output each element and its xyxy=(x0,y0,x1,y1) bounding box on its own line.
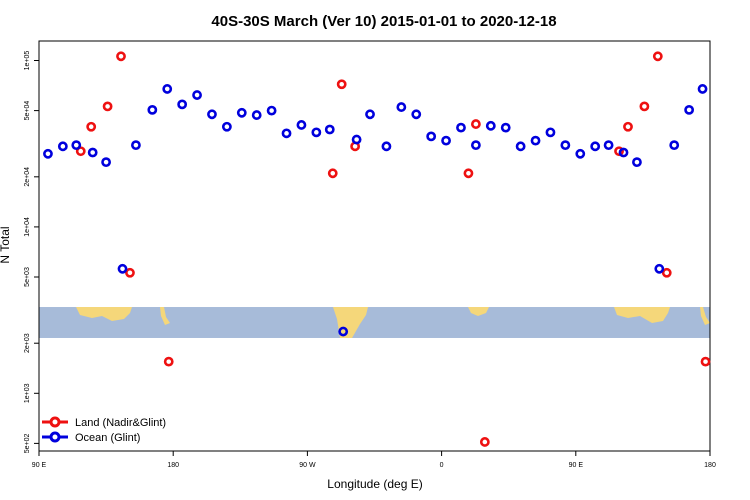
ocean-point xyxy=(545,127,556,138)
land-point xyxy=(125,267,135,278)
ocean-point xyxy=(381,141,392,152)
ocean-point xyxy=(575,148,586,159)
legend-marker-ocean xyxy=(49,431,61,443)
ocean-point xyxy=(147,104,158,115)
ocean-point xyxy=(669,140,680,151)
land-point xyxy=(623,121,633,132)
x-tick-label: 180 xyxy=(167,462,179,469)
ocean-point xyxy=(603,140,614,151)
map-land xyxy=(333,307,368,338)
y-tick-label: 1e+04 xyxy=(24,217,31,237)
ocean-point xyxy=(281,128,292,139)
ocean-point xyxy=(485,120,496,131)
ocean-point xyxy=(456,122,466,133)
y-tick-label: 5e+03 xyxy=(24,267,31,287)
ocean-point xyxy=(632,157,642,168)
legend-label-ocean: Ocean (Glint) xyxy=(75,432,140,444)
map-land xyxy=(468,307,489,317)
land-point xyxy=(652,51,663,62)
map-strip xyxy=(39,307,710,338)
x-axis-label: Longitude (deg E) xyxy=(327,477,422,491)
ocean-point xyxy=(221,121,232,132)
y-tick-label: 5e+04 xyxy=(24,101,31,121)
ocean-point xyxy=(351,134,362,145)
ocean-point xyxy=(251,110,262,120)
x-tick-label: 90 W xyxy=(299,462,316,469)
legend-label-land: Land (Nadir&Glint) xyxy=(75,417,166,429)
ocean-point xyxy=(697,84,708,94)
land-point xyxy=(75,146,86,157)
x-tick-label: 180 xyxy=(704,462,716,469)
land-point xyxy=(463,168,474,179)
map-land xyxy=(160,307,170,326)
land-point xyxy=(639,101,650,112)
ocean-point xyxy=(338,326,349,337)
ocean-point xyxy=(311,127,322,138)
x-tick-label: 0 xyxy=(440,462,444,469)
chart-title: 40S-30S March (Ver 10) 2015-01-01 to 202… xyxy=(211,13,556,30)
ocean-point xyxy=(426,131,437,142)
ocean-point xyxy=(296,120,307,130)
ocean-point xyxy=(117,263,128,274)
ocean-point xyxy=(515,141,526,152)
ocean-point xyxy=(71,140,82,151)
ocean-point xyxy=(500,122,511,133)
y-tick-label: 5e+02 xyxy=(24,433,31,453)
y-axis-label: N Total xyxy=(0,226,12,263)
ocean-point xyxy=(324,124,335,135)
ocean-point xyxy=(530,135,541,146)
legend: Land (Nadir&Glint) Ocean (Glint) xyxy=(42,416,166,444)
ocean-point xyxy=(411,109,422,120)
ocean-point xyxy=(87,147,98,158)
ocean-point xyxy=(207,109,217,120)
map-land xyxy=(700,307,710,326)
land-point xyxy=(470,119,481,129)
x-tick-label: 90 E xyxy=(569,462,584,469)
ocean-point xyxy=(470,140,481,151)
ocean-point xyxy=(101,157,111,168)
land-point xyxy=(116,51,126,62)
map-land xyxy=(76,307,132,322)
ocean-point xyxy=(365,109,375,120)
ocean-point xyxy=(236,107,247,118)
ocean-point xyxy=(618,147,629,158)
ocean-point xyxy=(684,104,695,115)
land-point xyxy=(479,437,490,447)
ocean-point xyxy=(654,263,665,274)
land-point xyxy=(614,146,624,157)
ocean-point xyxy=(57,141,68,152)
ocean-point xyxy=(560,140,571,151)
y-axis: 1e+05 5e+04 2e+04 1e+04 5e+03 2e+03 1e+03 5e+02 xyxy=(24,51,39,453)
y-tick-label: 1e+03 xyxy=(24,383,31,403)
ocean-point xyxy=(43,148,53,159)
land-point xyxy=(336,79,347,90)
land-point xyxy=(163,356,174,367)
plot-frame xyxy=(38,40,711,452)
legend-marker-land xyxy=(49,416,61,428)
land-point xyxy=(327,168,338,179)
data-points xyxy=(43,51,711,447)
ocean-point xyxy=(396,102,407,112)
ocean-point xyxy=(162,84,173,94)
y-tick-label: 2e+03 xyxy=(24,333,31,353)
land-point xyxy=(661,267,672,278)
y-tick-label: 1e+05 xyxy=(24,51,31,71)
map-land xyxy=(614,307,670,324)
land-point xyxy=(86,121,97,132)
ocean-point xyxy=(177,99,188,110)
ocean-point xyxy=(441,135,451,146)
ocean-point xyxy=(266,105,277,116)
land-point xyxy=(102,101,113,112)
land-point xyxy=(700,356,711,367)
x-tick-label: 90 E xyxy=(32,462,47,469)
ocean-point xyxy=(192,90,202,100)
ocean-point xyxy=(590,141,601,152)
x-axis: 90 E 180 90 W 0 90 E 180 xyxy=(32,451,716,469)
ocean-point xyxy=(131,140,141,151)
y-tick-label: 2e+04 xyxy=(24,167,31,187)
map-ocean xyxy=(39,307,710,338)
